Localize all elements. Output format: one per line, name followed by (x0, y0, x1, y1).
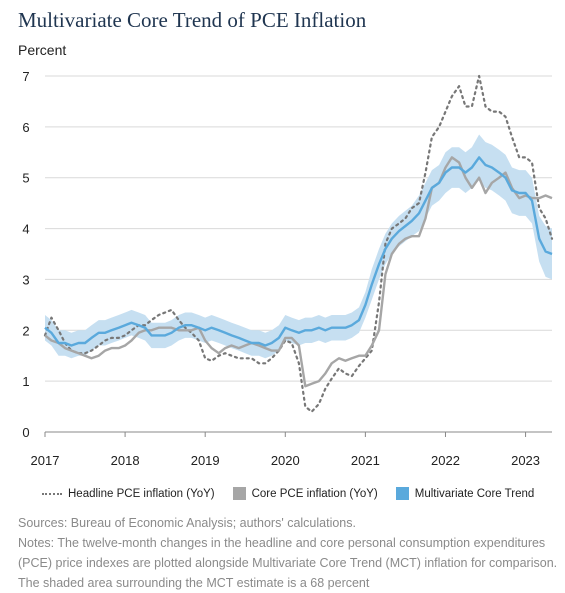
line-chart: 0 1 2 3 4 5 6 7 2017 2018 2019 2020 2021 2022 2023 (22, 69, 554, 468)
mct-confidence-band (45, 134, 552, 359)
legend-blue-swatch (395, 487, 409, 500)
x-tick-label: 2018 (111, 453, 140, 468)
y-tick-label: 4 (22, 222, 29, 237)
headline-pce-line (43, 74, 554, 413)
legend: Headline PCE inflation (YoY) Core PCE in… (28, 487, 552, 500)
legend-grey-swatch (232, 487, 246, 500)
chart-title: Multivariate Core Trend of PCE Inflation (18, 8, 367, 32)
y-tick-label: 6 (22, 120, 29, 135)
legend-label-core: Core PCE inflation (YoY) (251, 487, 378, 500)
x-tick-label: 2017 (31, 453, 60, 468)
x-tick-label: 2019 (191, 453, 220, 468)
legend-item-core: Core PCE inflation (YoY) (232, 487, 378, 500)
y-axis-label: Percent (18, 42, 67, 58)
x-tick-label: 2022 (431, 453, 460, 468)
legend-item-headline: Headline PCE inflation (YoY) (28, 488, 215, 500)
y-tick-label: 5 (22, 171, 29, 186)
mct-line (44, 156, 553, 347)
x-tick-label: 2020 (271, 453, 300, 468)
y-tick-label: 1 (22, 374, 29, 389)
notes-block: Sources: Bureau of Economic Analysis; au… (18, 513, 558, 593)
x-tick-label: 2021 (351, 453, 380, 468)
core-pce-line (44, 156, 553, 388)
y-tick-label: 7 (22, 69, 29, 84)
legend-label-mct: Multivariate Core Trend (414, 487, 535, 500)
legend-item-mct: Multivariate Core Trend (395, 487, 535, 500)
y-tick-label: 2 (22, 323, 29, 338)
x-tick-label: 2023 (511, 453, 540, 468)
y-tick-label: 3 (22, 272, 29, 287)
legend-label-headline: Headline PCE inflation (YoY) (68, 487, 215, 500)
y-tick-label: 0 (22, 425, 29, 440)
legend-dotted-swatch (42, 492, 62, 495)
sources-text: Sources: Bureau of Economic Analysis; au… (18, 516, 356, 530)
notes-text: Notes: The twelve-month changes in the h… (18, 536, 558, 590)
